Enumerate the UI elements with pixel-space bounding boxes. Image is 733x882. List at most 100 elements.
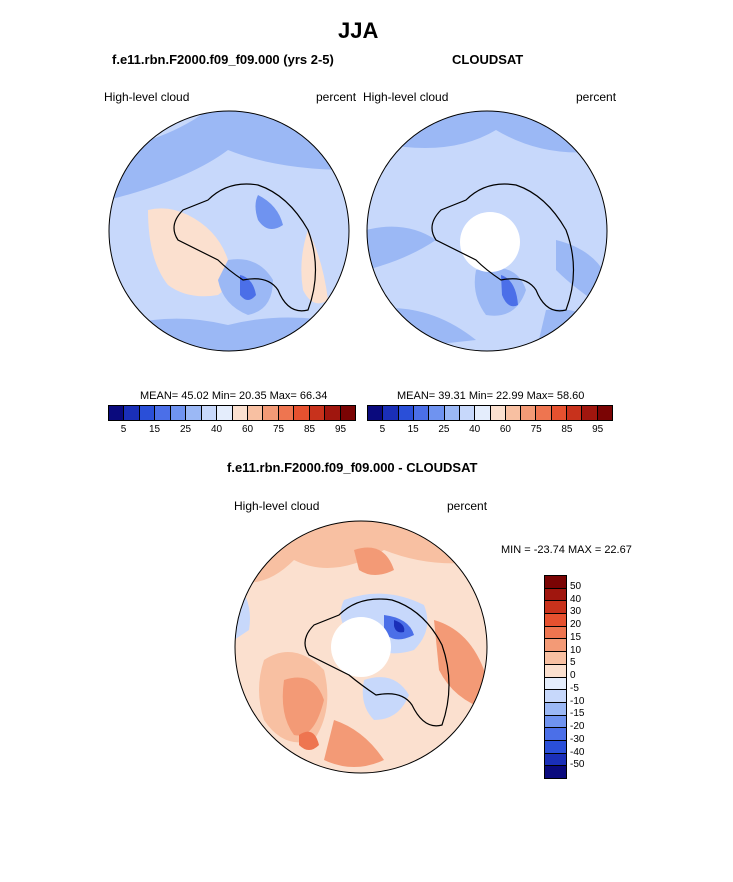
colorbar-tick-label: 15	[407, 424, 419, 435]
colorbar-swatch	[545, 588, 566, 602]
model-colorbar-ticks: 5 15 25 40 60 75 85 95	[108, 424, 356, 438]
colorbar-tick-label: 5	[570, 657, 576, 669]
diff-variable-label: High-level cloud	[234, 499, 320, 513]
colorbar-swatch	[545, 766, 566, 778]
figure-title: JJA	[338, 18, 379, 43]
colorbar-tick-label: -40	[570, 746, 585, 758]
colorbar-swatch	[582, 406, 598, 420]
colorbar-swatch	[139, 406, 156, 420]
model-units-label: percent	[316, 90, 357, 104]
colorbar-swatch	[340, 406, 355, 420]
colorbar-swatch	[551, 406, 568, 420]
colorbar-swatch	[536, 406, 552, 420]
colorbar-tick-label: 40	[570, 593, 582, 605]
colorbar-swatch	[413, 406, 430, 420]
colorbar-swatch	[398, 406, 414, 420]
colorbar-swatch	[545, 639, 566, 653]
model-colorbar	[108, 405, 356, 421]
colorbar-swatch	[186, 406, 202, 420]
model-variable-label: High-level cloud	[104, 90, 190, 104]
colorbar-tick-label: 15	[148, 424, 161, 435]
colorbar-swatch	[545, 753, 566, 767]
colorbar-swatch	[201, 406, 218, 420]
colorbar-tick-label: 25	[438, 424, 450, 435]
colorbar-tick-label: 75	[530, 424, 542, 435]
colorbar-swatch	[545, 626, 566, 640]
colorbar-swatch	[545, 690, 566, 703]
colorbar-swatch	[475, 406, 491, 420]
obs-stats: MEAN= 39.31 Min= 22.99 Max= 58.60	[397, 390, 585, 402]
diff-subtitle: f.e11.rbn.F2000.f09_f09.000 - CLOUDSAT	[227, 460, 478, 475]
colorbar-swatch	[429, 406, 445, 420]
colorbar-tick-label: 10	[570, 644, 582, 656]
colorbar-swatch	[383, 406, 399, 420]
colorbar-swatch	[545, 702, 566, 716]
colorbar-swatch	[545, 614, 566, 627]
colorbar-swatch	[505, 406, 522, 420]
colorbar-tick-label: 15	[570, 631, 582, 643]
colorbar-swatch	[545, 740, 566, 754]
colorbar-swatch	[545, 601, 566, 615]
obs-variable-label: High-level cloud	[363, 90, 449, 104]
colorbar-swatch	[545, 664, 566, 678]
colorbar-tick-label: 95	[334, 424, 347, 435]
colorbar-tick-label: 60	[499, 424, 511, 435]
diff-polar-map	[234, 520, 488, 774]
colorbar-swatch	[278, 406, 295, 420]
colorbar-swatch	[490, 406, 506, 420]
colorbar-tick-label: 20	[570, 619, 582, 630]
colorbar-tick-label: 75	[272, 424, 285, 435]
colorbar-swatch	[109, 406, 125, 420]
colorbar-tick-label: -10	[570, 695, 585, 707]
colorbar-swatch	[545, 715, 566, 729]
diff-colorbar	[544, 575, 567, 779]
colorbar-tick-label: -20	[570, 721, 585, 732]
colorbar-tick-label: 85	[561, 424, 573, 435]
colorbar-tick-label: 40	[210, 424, 223, 435]
colorbar-swatch	[124, 406, 140, 420]
obs-polar-map	[366, 110, 608, 352]
model-stats: MEAN= 45.02 Min= 20.35 Max= 66.34	[140, 390, 328, 402]
colorbar-swatch	[247, 406, 264, 420]
colorbar-swatch	[232, 406, 248, 420]
colorbar-swatch	[545, 576, 566, 589]
colorbar-tick-label: 85	[303, 424, 316, 435]
colorbar-tick-label: -15	[570, 708, 585, 720]
colorbar-tick-label: 50	[570, 580, 582, 592]
colorbar-tick-label: -5	[570, 682, 579, 694]
obs-colorbar	[367, 405, 613, 421]
colorbar-swatch	[170, 406, 187, 420]
colorbar-swatch	[545, 677, 566, 691]
colorbar-tick-label: 30	[570, 606, 582, 618]
colorbar-swatch	[444, 406, 460, 420]
colorbar-tick-label: 0	[570, 670, 576, 681]
colorbar-tick-label: 25	[179, 424, 192, 435]
colorbar-swatch	[325, 406, 341, 420]
colorbar-swatch	[545, 652, 566, 665]
model-case-subtitle: f.e11.rbn.F2000.f09_f09.000 (yrs 2-5)	[112, 52, 334, 67]
colorbar-swatch	[263, 406, 279, 420]
colorbar-tick-label: 60	[241, 424, 254, 435]
colorbar-swatch	[294, 406, 310, 420]
diff-min-max: MIN = -23.74 MAX = 22.67	[501, 544, 632, 556]
colorbar-swatch	[309, 406, 326, 420]
colorbar-swatch	[597, 406, 612, 420]
diff-units-label: percent	[447, 499, 488, 513]
obs-colorbar-ticks: 5 15 25 40 60 75 85 95	[367, 424, 613, 438]
colorbar-tick-label: -50	[570, 759, 585, 771]
colorbar-tick-label: 40	[469, 424, 481, 435]
colorbar-swatch	[545, 728, 566, 741]
colorbar-swatch	[521, 406, 537, 420]
colorbar-tick-label: -30	[570, 733, 585, 745]
colorbar-swatch	[459, 406, 476, 420]
colorbar-swatch	[217, 406, 233, 420]
colorbar-swatch	[155, 406, 171, 420]
colorbar-swatch	[368, 406, 384, 420]
model-polar-map	[108, 110, 350, 352]
obs-subtitle: CLOUDSAT	[452, 52, 524, 67]
colorbar-tick-label: 5	[379, 424, 386, 435]
obs-units-label: percent	[576, 90, 617, 104]
diff-colorbar-ticks: 50 40 30 20 15 10 5 0 -5 -10 -15 -20 -30 -40 -50	[570, 575, 610, 779]
colorbar-tick-label: 5	[120, 424, 127, 435]
colorbar-swatch	[567, 406, 583, 420]
